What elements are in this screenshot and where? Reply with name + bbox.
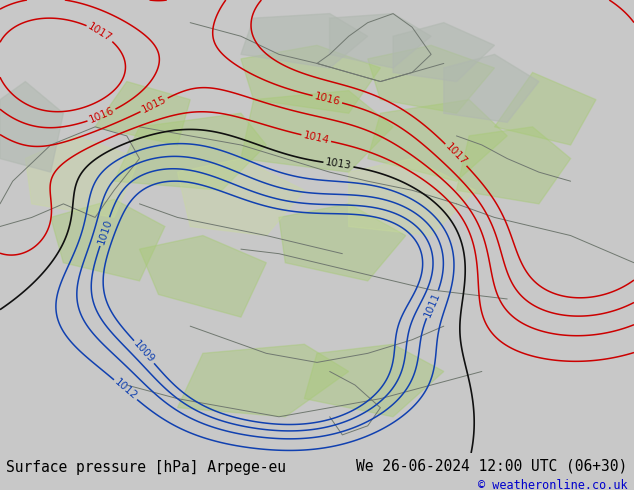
Polygon shape <box>444 54 539 122</box>
Polygon shape <box>349 159 476 236</box>
Polygon shape <box>330 14 431 68</box>
Text: 1012: 1012 <box>112 377 139 402</box>
Polygon shape <box>368 45 495 113</box>
Polygon shape <box>456 127 571 204</box>
Text: We 26-06-2024 12:00 UTC (06+30): We 26-06-2024 12:00 UTC (06+30) <box>356 459 628 473</box>
Polygon shape <box>139 236 266 317</box>
Polygon shape <box>178 344 349 417</box>
Text: © weatheronline.co.uk: © weatheronline.co.uk <box>478 479 628 490</box>
Polygon shape <box>495 73 596 145</box>
Polygon shape <box>95 81 190 145</box>
Text: 1016: 1016 <box>313 91 341 107</box>
Text: Surface pressure [hPa] Arpege-eu: Surface pressure [hPa] Arpege-eu <box>6 460 287 475</box>
Text: 1009: 1009 <box>132 339 157 365</box>
Text: 1016: 1016 <box>87 106 116 125</box>
Polygon shape <box>393 23 495 81</box>
Polygon shape <box>241 91 393 172</box>
Polygon shape <box>241 14 368 68</box>
Text: 1011: 1011 <box>423 290 443 318</box>
Polygon shape <box>368 99 507 181</box>
Text: 1010: 1010 <box>96 218 113 245</box>
Text: 1017: 1017 <box>86 22 114 44</box>
Polygon shape <box>51 199 165 281</box>
Polygon shape <box>279 204 406 281</box>
Polygon shape <box>178 159 304 236</box>
Polygon shape <box>25 136 139 218</box>
Polygon shape <box>241 45 380 113</box>
Text: 1014: 1014 <box>302 130 330 146</box>
Polygon shape <box>114 113 266 190</box>
Polygon shape <box>304 344 444 417</box>
Polygon shape <box>0 81 63 172</box>
Text: 1013: 1013 <box>325 158 353 172</box>
Text: 1015: 1015 <box>140 95 168 115</box>
Text: 1017: 1017 <box>443 142 469 168</box>
